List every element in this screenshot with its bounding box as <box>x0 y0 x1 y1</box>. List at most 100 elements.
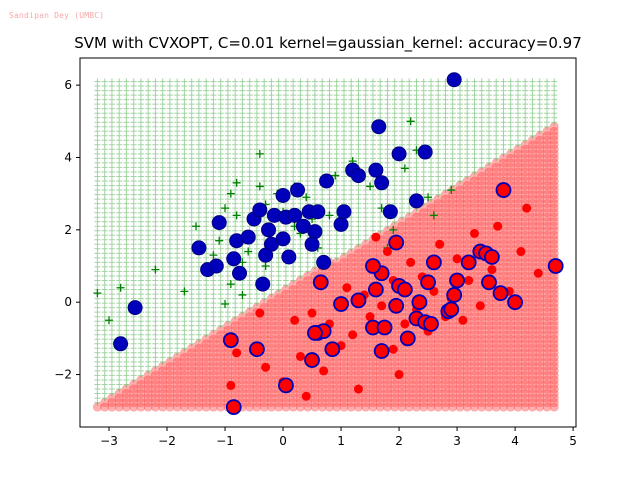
negative-region-marker <box>295 303 305 313</box>
negative-region-marker <box>187 352 197 362</box>
negative-region-marker <box>339 361 349 371</box>
negative-region-marker <box>259 398 269 408</box>
support-vector-positive <box>408 193 424 209</box>
support-vector-negative <box>423 315 439 332</box>
negative-region-marker <box>266 402 276 412</box>
support-vector-negative <box>460 254 477 271</box>
negative-region-marker <box>266 352 276 362</box>
negative-region-marker <box>266 348 276 358</box>
negative-point <box>290 315 300 325</box>
negative-region-marker <box>295 379 305 389</box>
support-vector-negative <box>373 343 390 359</box>
negative-region-marker <box>281 330 291 340</box>
negative-point <box>406 257 416 267</box>
negative-region-marker <box>165 388 175 398</box>
support-vector-positive <box>127 300 143 316</box>
negative-region-marker <box>310 298 320 308</box>
negative-region-marker <box>179 357 189 367</box>
negative-region-marker <box>281 303 291 313</box>
negative-region-marker <box>194 361 204 371</box>
negative-region-marker <box>259 330 269 340</box>
negative-region-marker <box>310 388 320 398</box>
positive-point <box>215 236 224 245</box>
support-vector-negative <box>449 272 465 289</box>
negative-region-marker <box>129 384 139 394</box>
support-vector-negative <box>507 294 523 311</box>
negative-region-marker <box>281 348 291 358</box>
negative-region-marker <box>281 321 291 331</box>
support-vector-positive <box>304 236 320 252</box>
negative-region-marker <box>266 357 276 367</box>
negative-region-marker <box>274 343 284 353</box>
negative-region-marker <box>136 379 146 389</box>
negative-region-marker <box>245 375 255 385</box>
negative-region-marker <box>274 352 284 362</box>
negative-region-marker <box>237 393 247 403</box>
support-vector-negative <box>249 341 265 358</box>
negative-region-marker <box>194 384 204 394</box>
negative-region-marker <box>230 361 240 371</box>
negative-region-marker <box>259 375 269 385</box>
negative-region-marker <box>216 366 226 376</box>
support-vector-negative <box>225 399 242 416</box>
negative-region-marker <box>165 357 175 367</box>
negative-region-marker <box>245 366 255 376</box>
negative-region-marker <box>158 366 168 376</box>
negative-region-marker <box>288 339 298 349</box>
positive-point <box>238 290 247 299</box>
negative-region-marker <box>274 348 284 358</box>
negative-region-marker <box>303 280 313 290</box>
support-vector-positive <box>240 229 256 245</box>
negative-region-marker <box>245 307 255 317</box>
support-vector-negative <box>388 234 405 251</box>
negative-region-marker <box>332 275 342 285</box>
negative-region-marker <box>295 294 305 304</box>
negative-region-marker <box>208 339 218 349</box>
negative-region-marker <box>259 334 269 344</box>
negative-point <box>226 380 236 390</box>
negative-region-marker <box>158 384 168 394</box>
negative-region-marker <box>288 402 298 412</box>
negative-region-marker <box>288 393 298 403</box>
negative-region-marker <box>266 316 276 326</box>
negative-region-marker <box>332 402 342 412</box>
negative-region-marker <box>266 370 276 380</box>
support-vector-positive <box>252 202 268 218</box>
negative-region-marker <box>223 366 233 376</box>
negative-region-marker <box>194 388 204 398</box>
negative-region-marker <box>259 321 269 331</box>
negative-region-marker <box>274 398 284 408</box>
negative-region-marker <box>259 384 269 394</box>
negative-region-marker <box>332 370 342 380</box>
negative-region-marker <box>201 402 211 412</box>
y-tick-label: 6 <box>64 78 72 92</box>
negative-region-marker <box>172 388 182 398</box>
negative-region-marker <box>252 361 262 371</box>
negative-region-marker <box>230 316 240 326</box>
negative-region-marker <box>259 352 269 362</box>
negative-region-marker <box>295 321 305 331</box>
negative-point <box>458 315 468 325</box>
negative-region-marker <box>208 402 218 412</box>
negative-region-marker <box>245 330 255 340</box>
negative-region-marker <box>324 384 334 394</box>
support-vector-negative <box>399 330 416 347</box>
support-vector-positive <box>191 240 207 256</box>
negative-region-marker <box>208 352 218 362</box>
negative-region-marker <box>332 266 342 276</box>
negative-point <box>435 239 445 249</box>
support-vector-positive <box>281 249 297 265</box>
negative-region-marker <box>281 339 291 349</box>
negative-region-marker <box>143 370 153 380</box>
x-tick-label: 0 <box>279 434 287 448</box>
negative-region-marker <box>208 398 218 408</box>
negative-point <box>382 247 392 257</box>
negative-region-marker <box>172 357 182 367</box>
negative-region-marker <box>295 298 305 308</box>
negative-region-marker <box>288 366 298 376</box>
negative-region-marker <box>121 388 131 398</box>
negative-region-marker <box>266 393 276 403</box>
negative-region-marker <box>201 334 211 344</box>
negative-region-marker <box>187 384 197 394</box>
y-tick-label: 4 <box>64 150 72 164</box>
